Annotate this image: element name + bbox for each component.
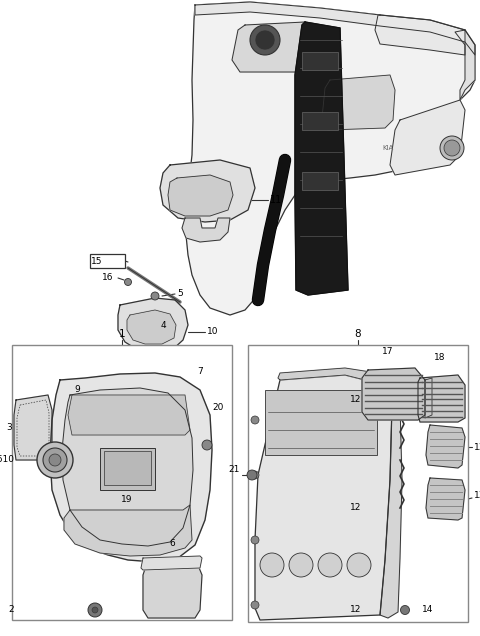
Polygon shape [64, 505, 192, 556]
Polygon shape [62, 388, 193, 546]
Bar [302, 112, 338, 130]
Text: KIA: KIA [383, 145, 394, 151]
Polygon shape [182, 218, 230, 242]
Text: 14: 14 [422, 605, 433, 614]
Polygon shape [127, 310, 176, 344]
Circle shape [251, 601, 259, 609]
Polygon shape [255, 375, 392, 620]
Text: 5: 5 [177, 289, 183, 298]
Circle shape [88, 603, 102, 617]
Text: 19: 19 [121, 495, 133, 504]
Text: 12: 12 [350, 605, 361, 614]
Bar [12, 345, 232, 620]
Bar [100, 448, 155, 490]
Polygon shape [232, 22, 320, 72]
Text: 7: 7 [197, 368, 203, 377]
Bar [248, 345, 468, 622]
Circle shape [440, 136, 464, 160]
Polygon shape [426, 478, 465, 520]
Text: 15: 15 [91, 256, 103, 265]
Polygon shape [295, 22, 348, 295]
Polygon shape [375, 15, 465, 55]
Polygon shape [425, 378, 432, 418]
Circle shape [444, 140, 460, 156]
Text: 13: 13 [474, 492, 480, 501]
Text: 2: 2 [8, 605, 14, 614]
Polygon shape [168, 175, 233, 216]
Circle shape [202, 440, 212, 450]
Text: 10: 10 [207, 328, 218, 336]
Polygon shape [160, 160, 255, 222]
Circle shape [347, 553, 371, 577]
Text: 13: 13 [474, 443, 480, 452]
Circle shape [251, 536, 259, 544]
Polygon shape [380, 383, 402, 618]
Circle shape [260, 553, 284, 577]
Circle shape [37, 442, 73, 478]
Text: 16: 16 [102, 273, 113, 282]
Polygon shape [118, 298, 188, 352]
Text: 17: 17 [382, 347, 394, 357]
Text: 20: 20 [212, 403, 223, 413]
Circle shape [250, 25, 280, 55]
Text: 8: 8 [355, 329, 361, 339]
Text: 6610: 6610 [0, 455, 14, 464]
Circle shape [251, 471, 259, 479]
Polygon shape [68, 395, 190, 435]
Circle shape [92, 607, 98, 613]
Text: 18: 18 [434, 354, 446, 363]
Text: 1: 1 [119, 329, 125, 339]
Circle shape [160, 362, 180, 382]
Polygon shape [50, 373, 212, 562]
Circle shape [247, 470, 257, 480]
Text: 21: 21 [228, 466, 240, 474]
Text: 9: 9 [74, 385, 80, 394]
Polygon shape [143, 558, 202, 618]
Bar [265, 390, 377, 455]
Polygon shape [426, 425, 465, 468]
Polygon shape [195, 2, 475, 55]
Text: 4: 4 [160, 321, 166, 329]
Bar [104, 451, 151, 485]
Text: 12: 12 [350, 396, 361, 404]
Circle shape [255, 30, 275, 50]
Bar [302, 172, 338, 190]
Polygon shape [362, 368, 425, 420]
Polygon shape [322, 75, 395, 130]
Circle shape [400, 605, 409, 614]
Text: 11: 11 [270, 195, 282, 205]
Text: 12: 12 [350, 504, 361, 513]
Polygon shape [278, 368, 393, 385]
Circle shape [165, 367, 175, 377]
Circle shape [318, 553, 342, 577]
Polygon shape [418, 375, 465, 422]
Text: 3: 3 [6, 424, 12, 432]
Circle shape [49, 454, 61, 466]
Bar [90, 254, 125, 268]
Bar [302, 52, 338, 70]
Circle shape [124, 279, 132, 286]
Circle shape [43, 448, 67, 472]
Circle shape [107, 385, 117, 395]
Text: 6: 6 [169, 539, 175, 548]
Circle shape [289, 553, 313, 577]
Polygon shape [141, 556, 202, 570]
Polygon shape [390, 100, 465, 175]
Polygon shape [14, 395, 52, 460]
Circle shape [151, 292, 159, 300]
Polygon shape [455, 30, 475, 100]
Circle shape [251, 416, 259, 424]
Polygon shape [185, 2, 475, 315]
